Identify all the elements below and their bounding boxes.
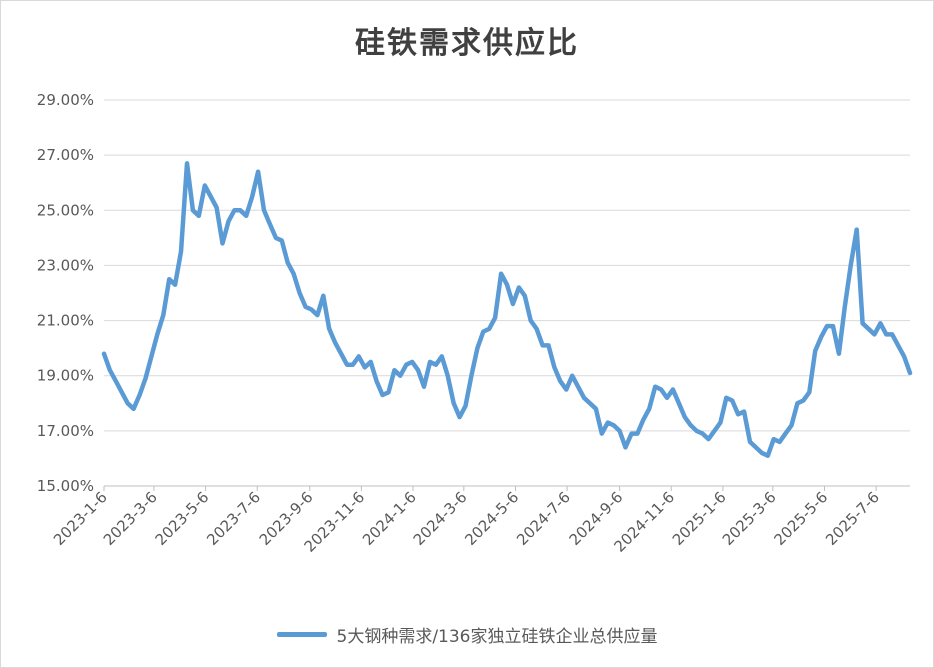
y-tick-label: 25.00% xyxy=(37,201,94,219)
x-tick-label: 2023-3-6 xyxy=(100,488,161,549)
x-tick-label: 2024-5-6 xyxy=(461,488,522,549)
x-tick-label: 2024-3-6 xyxy=(410,488,471,549)
y-tick-label: 29.00% xyxy=(37,91,94,109)
series-layer xyxy=(101,161,913,458)
x-tick-label: 2025-7-6 xyxy=(822,488,883,549)
x-tick-label: 2025-1-6 xyxy=(669,488,730,549)
y-tick-label: 19.00% xyxy=(37,367,94,385)
legend-label: 5大钢种需求/136家独立硅铁企业总供应量 xyxy=(336,627,658,647)
y-tick-label: 15.00% xyxy=(37,477,94,495)
y-tick-label: 27.00% xyxy=(37,146,94,164)
legend-swatch xyxy=(276,632,327,637)
x-tick-label: 2023-5-6 xyxy=(152,488,213,549)
x-tick-label: 2023-1-6 xyxy=(50,488,111,549)
y-tick-label: 21.00% xyxy=(37,312,94,330)
x-tick-label: 2024-1-6 xyxy=(359,488,420,549)
y-axis-ticks: 15.00% 17.00% 19.00% 21.00% 23.00% 25.00% 27.0… xyxy=(37,91,94,495)
x-tick-label: 2023-7-6 xyxy=(203,488,264,549)
y-tick-label: 23.00% xyxy=(37,256,94,274)
x-tick-label: 2025-5-6 xyxy=(770,488,831,549)
y-tick-label: 17.00% xyxy=(37,422,94,440)
legend: 5大钢种需求/136家独立硅铁企业总供应量 xyxy=(0,622,934,647)
x-axis-ticks: 2023-1-62023-3-62023-5-62023-7-62023-9-6… xyxy=(50,486,883,556)
grid-lines xyxy=(104,99,910,432)
x-tick-label: 2025-3-6 xyxy=(719,488,780,549)
x-tick-label: 2024-7-6 xyxy=(513,488,574,549)
chart-title: 硅铁需求供应比 xyxy=(355,26,579,61)
series-line xyxy=(101,161,913,458)
